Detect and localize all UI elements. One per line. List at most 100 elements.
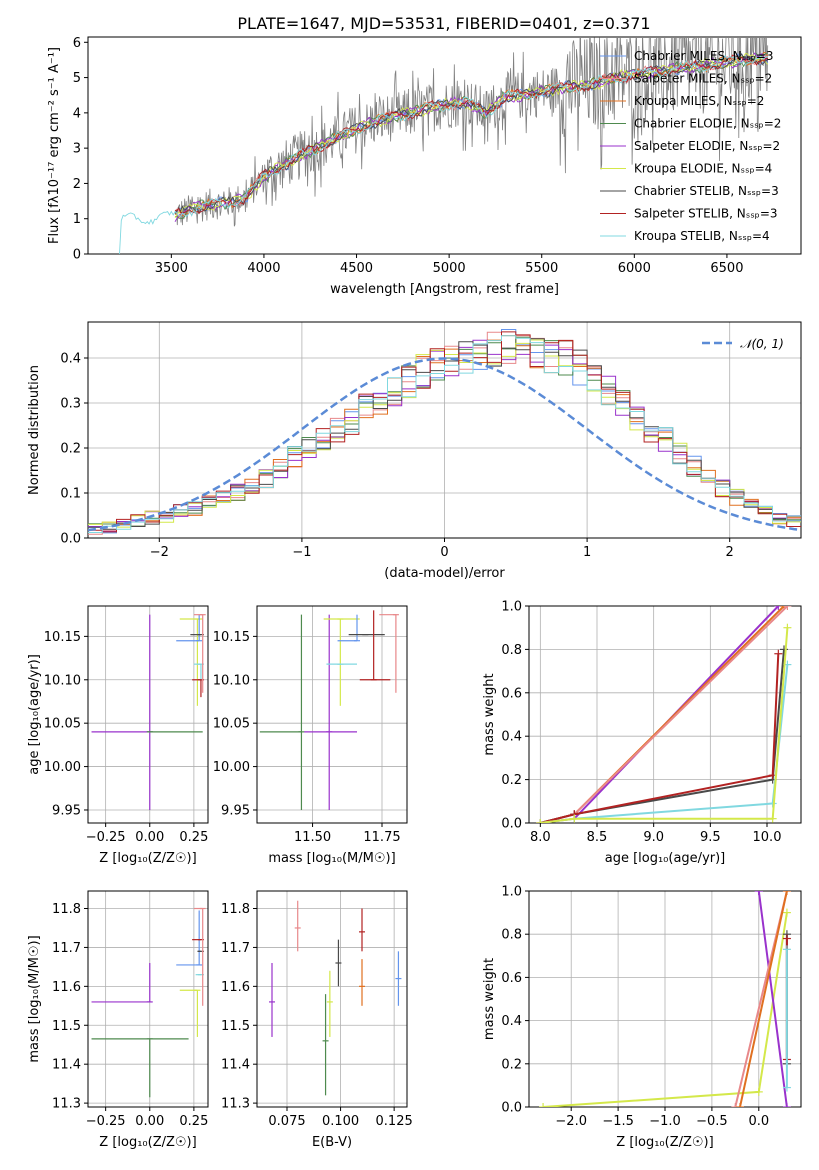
- y-axis-label: mass weight: [482, 958, 497, 1040]
- x-tick-label: −1.0: [649, 1114, 681, 1129]
- y-tick-label: 11.6: [52, 980, 81, 995]
- x-tick-label: 0.0: [748, 1114, 769, 1129]
- y-tick-label: 0.6: [501, 971, 522, 986]
- plot-area: [269, 900, 402, 1096]
- y-tick-label: 1.0: [501, 885, 522, 900]
- axes-frame: [528, 605, 802, 824]
- y-tick-label: 0.2: [501, 773, 522, 788]
- x-tick-label: 5500: [525, 261, 558, 276]
- x-tick-label: 8.0: [530, 830, 551, 845]
- x-tick-label: 0.25: [179, 1114, 208, 1129]
- x-tick-label: 5000: [433, 261, 466, 276]
- x-tick-label: 9.5: [700, 830, 721, 845]
- x-tick-label: 2: [726, 545, 734, 560]
- axes-frame: [87, 605, 209, 824]
- y-tick-label: 0.0: [501, 817, 522, 832]
- panel-age-vs-mass: 11.50 11.75 9.95 10.00 10.05 10.10 10.15 mass […: [213, 605, 408, 866]
- y-tick-label: 11.8: [52, 902, 81, 917]
- x-tick-label: 6000: [618, 261, 651, 276]
- x-axis-label: (data-model)/error: [384, 566, 505, 581]
- legend-label: Kroupa STELIB, Nₛₛₚ=4: [634, 229, 770, 243]
- y-tick-label: 0: [73, 248, 81, 263]
- y-tick-label: 11.3: [52, 1097, 81, 1112]
- y-tick-label: 11.5: [221, 1019, 250, 1034]
- axes-frame: [256, 890, 408, 1108]
- y-tick-label: 11.6: [221, 980, 250, 995]
- y-tick-label: 11.5: [52, 1019, 81, 1034]
- x-tick-label: 11.75: [363, 830, 400, 845]
- y-tick-label: 11.7: [221, 941, 250, 956]
- plot-area: [88, 329, 801, 535]
- plot-area: [539, 891, 791, 1107]
- y-tick-label: 0.0: [501, 1101, 522, 1116]
- plot-area: [119, 37, 769, 254]
- plot-area: [536, 606, 792, 823]
- y-tick-label: 0.3: [60, 397, 81, 412]
- y-axis-label: Normed distribution: [27, 365, 42, 495]
- x-tick-label: −1.5: [602, 1114, 634, 1129]
- y-tick-label: 10.05: [44, 717, 81, 732]
- y-tick-label: 0.2: [60, 442, 81, 457]
- x-tick-label: 11.50: [294, 830, 331, 845]
- legend-label: Chabrier STELIB, Nₛₛₚ=3: [634, 184, 779, 198]
- x-tick-label: 1: [583, 545, 591, 560]
- y-tick-label: 0.4: [60, 352, 81, 367]
- x-axis-label: Z [log₁₀(Z/Z☉)]: [616, 1135, 713, 1150]
- legend-label: 𝒩(0, 1): [740, 337, 784, 351]
- y-tick-label: 11.3: [221, 1097, 250, 1112]
- panel-massweight-vs-age: 8.0 8.5 9.0 9.5 10.0 0.0 0.2 0.4 0.6 0.8 1.0 age [l…: [482, 600, 802, 866]
- panel-mass-vs-ebv: 0.075 0.100 0.125 11.3 11.4 11.5 11.6 11.7 11.8 E…: [221, 890, 413, 1150]
- axes-frame: [256, 605, 408, 824]
- y-tick-label: 9.95: [221, 803, 250, 818]
- y-tick-label: 5: [73, 71, 81, 86]
- y-tick-label: 10.10: [44, 673, 81, 688]
- x-tick-label: −1: [292, 545, 311, 560]
- y-tick-label: 0.8: [501, 643, 522, 658]
- y-tick-label: 11.7: [52, 941, 81, 956]
- x-tick-label: 4000: [247, 261, 280, 276]
- mass-weight-line: [540, 606, 780, 823]
- plot-area: [91, 614, 206, 810]
- y-tick-label: 2: [73, 177, 81, 192]
- y-tick-label: 1: [73, 212, 81, 227]
- y-tick-label: 10.00: [44, 760, 81, 775]
- y-tick-label: 3: [73, 142, 81, 157]
- y-axis-label: Flux [fλ10⁻¹⁷ erg cm⁻² s⁻¹ A⁻¹]: [47, 47, 62, 244]
- histogram-step: [88, 331, 801, 533]
- x-tick-label: −0.5: [696, 1114, 728, 1129]
- y-tick-label: 0.8: [501, 928, 522, 943]
- x-tick-label: 0.00: [135, 1114, 164, 1129]
- panel-age-vs-Z: −0.25 0.00 0.25 9.95 10.00 10.05 10.10 10.15 Z […: [27, 605, 209, 866]
- gaussian-curve: [88, 357, 801, 532]
- y-tick-label: 11.4: [221, 1058, 250, 1073]
- x-tick-label: −2: [150, 545, 169, 560]
- y-tick-label: 0.4: [501, 1014, 522, 1029]
- axes-frame: [87, 890, 209, 1108]
- plot-area: [259, 610, 399, 810]
- legend-label: Salpeter STELIB, Nₛₛₚ=3: [634, 207, 778, 221]
- x-tick-label: 8.5: [587, 830, 608, 845]
- panel-residuals: −2 −1 0 1 2 0.0 0.1 0.2 0.3 0.4 (data-model)/error…: [27, 321, 802, 581]
- x-axis-label: Z [log₁₀(Z/Z☉)]: [99, 851, 196, 866]
- y-tick-label: 6: [73, 36, 81, 51]
- y-tick-label: 0.1: [60, 487, 81, 502]
- x-tick-label: 3500: [155, 261, 188, 276]
- legend-label: Chabrier ELODIE, Nₛₛₚ=2: [634, 117, 781, 131]
- mass-weight-line: [757, 891, 788, 1107]
- x-tick-label: −0.25: [86, 1114, 126, 1129]
- y-axis-label: age [log₁₀(age/yr)]: [27, 654, 42, 775]
- x-axis-label: wavelength [Angstrom, rest frame]: [330, 282, 559, 297]
- y-tick-label: 4: [73, 106, 81, 121]
- x-tick-label: −2.0: [555, 1114, 587, 1129]
- legend-label: Chabrier MILES, Nₛₛₚ=3: [634, 49, 774, 63]
- y-tick-label: 10.10: [213, 673, 250, 688]
- mass-weight-line: [540, 627, 789, 823]
- y-tick-label: 0.0: [60, 532, 81, 547]
- x-tick-label: 0.00: [135, 830, 164, 845]
- x-tick-label: 0.075: [268, 1114, 305, 1129]
- y-tick-label: 10.05: [213, 717, 250, 732]
- panel-massweight-vs-Z: −2.0 −1.5 −1.0 −0.5 0.0 0.0 0.2 0.4 0.6 0.8 1.0 Z […: [482, 885, 802, 1150]
- x-tick-label: 4500: [340, 261, 373, 276]
- x-tick-label: 9.0: [643, 830, 664, 845]
